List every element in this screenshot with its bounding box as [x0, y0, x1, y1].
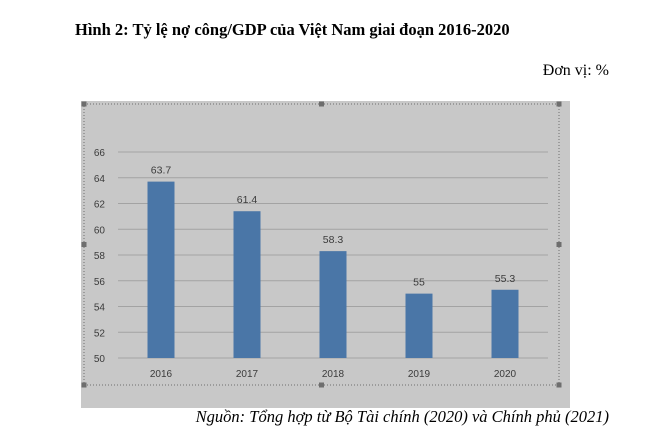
data-label: 55.3 — [495, 273, 516, 285]
y-tick-label: 66 — [94, 148, 106, 159]
data-label: 63.7 — [151, 165, 172, 177]
y-tick-label: 56 — [94, 277, 106, 288]
y-tick-label: 50 — [94, 354, 106, 365]
data-label: 58.3 — [323, 234, 344, 246]
data-label: 61.4 — [237, 194, 258, 206]
x-tick-label: 2017 — [236, 369, 259, 380]
resize-handle[interactable] — [319, 101, 324, 107]
chart-frame: 50 52 54 56 58 60 62 64 66 63.7 2016 61.4 2017 58.3 20… — [81, 101, 570, 408]
resize-handle[interactable] — [556, 101, 562, 107]
bar-2017 — [233, 211, 261, 358]
y-tick-label: 62 — [94, 200, 106, 211]
y-tick-label: 54 — [94, 303, 106, 314]
bar-2020 — [491, 289, 519, 358]
y-tick-label: 60 — [94, 225, 106, 236]
resize-handle[interactable] — [319, 382, 324, 388]
bar-chart: 50 52 54 56 58 60 62 64 66 63.7 2016 61.4 2017 58.3 20… — [81, 101, 562, 388]
figure-title: Hình 2: Tỷ lệ nợ công/GDP của Việt Nam g… — [75, 20, 510, 39]
unit-label: Đơn vị: % — [542, 62, 609, 79]
x-tick-label: 2016 — [150, 369, 173, 380]
bar-2016 — [147, 181, 175, 358]
resize-handle[interactable] — [81, 382, 87, 388]
data-label: 55 — [413, 277, 425, 289]
resize-handle[interactable] — [556, 382, 562, 388]
x-tick-label: 2019 — [408, 369, 431, 380]
source-note: Nguồn: Tổng hợp từ Bộ Tài chính (2020) v… — [195, 407, 609, 426]
bar-2018 — [319, 251, 347, 358]
x-tick-label: 2020 — [494, 369, 517, 380]
resize-handle[interactable] — [81, 101, 87, 107]
resize-handle[interactable] — [556, 242, 562, 247]
resize-handle[interactable] — [81, 242, 87, 247]
x-tick-label: 2018 — [322, 369, 345, 380]
y-tick-label: 52 — [94, 328, 106, 339]
y-tick-label: 58 — [94, 251, 106, 262]
y-tick-label: 64 — [94, 174, 106, 185]
bar-2019 — [405, 293, 433, 358]
